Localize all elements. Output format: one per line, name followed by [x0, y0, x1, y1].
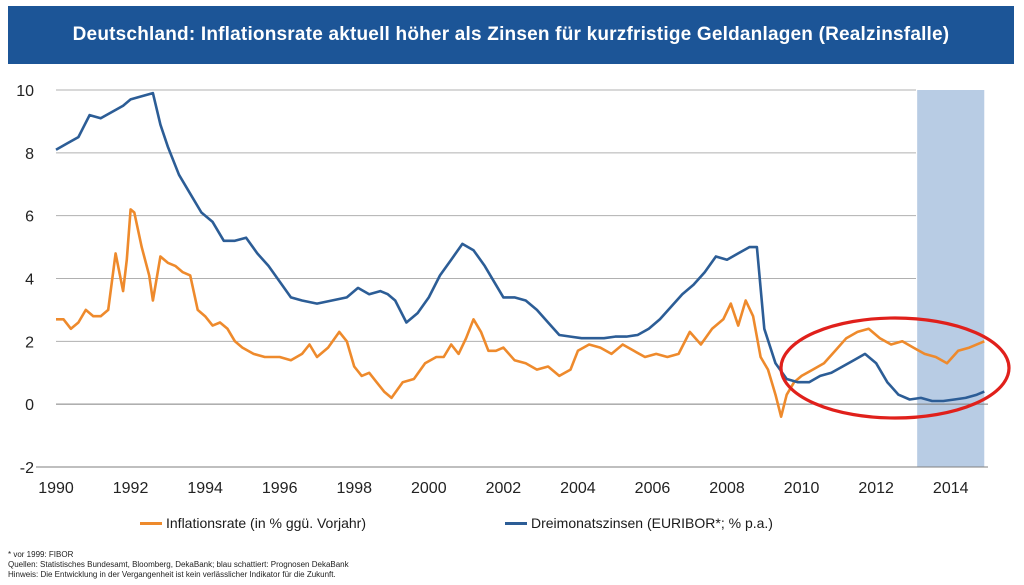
legend-swatch-inflation	[140, 521, 162, 525]
legend-item-rates: Dreimonatszinsen (EURIBOR*; % p.a.)	[505, 515, 773, 531]
x-tick-label: 2012	[858, 480, 894, 497]
footnotes: * vor 1999: FIBOR Quellen: Statistisches…	[8, 550, 349, 580]
footnote-1: * vor 1999: FIBOR	[8, 550, 74, 559]
x-tick-label: 2008	[709, 480, 745, 497]
legend-swatch-rates	[505, 521, 527, 525]
x-tick-label: 2010	[784, 480, 820, 497]
series-line-inflation	[56, 208, 985, 419]
title-bar: Deutschland: Inflationsrate aktuell höhe…	[8, 6, 1014, 64]
y-tick-label: 0	[25, 397, 34, 414]
y-tick-label: -2	[20, 460, 34, 477]
chart-title: Deutschland: Inflationsrate aktuell höhe…	[72, 24, 950, 45]
x-tick-label: 1994	[187, 480, 223, 497]
y-tick-label: 8	[25, 146, 34, 163]
legend-label-rates: Dreimonatszinsen (EURIBOR*; % p.a.)	[531, 515, 773, 531]
footnote-sources: Quellen: Statistisches Bundesamt, Bloomb…	[8, 560, 349, 569]
footnote-disclaimer: Hinweis: Die Entwicklung in der Vergange…	[8, 570, 336, 579]
y-tick-label: 4	[25, 272, 34, 289]
x-tick-label: 2002	[486, 480, 522, 497]
x-tick-label: 2004	[560, 480, 596, 497]
x-tick-label: 2014	[933, 480, 969, 497]
x-tick-label: 2000	[411, 480, 447, 497]
x-tick-label: 1996	[262, 480, 298, 497]
highlight-ellipse	[779, 316, 1011, 420]
y-tick-label: 6	[25, 209, 34, 226]
y-tick-label: 2	[25, 334, 34, 351]
x-tick-label: 1990	[38, 480, 74, 497]
x-tick-label: 1998	[336, 480, 372, 497]
x-tick-label: 2006	[635, 480, 671, 497]
legend-label-inflation: Inflationsrate (in % ggü. Vorjahr)	[166, 515, 366, 531]
y-tick-label: 10	[16, 83, 34, 100]
series-line-rates	[55, 91, 985, 403]
x-tick-label: 1992	[113, 480, 149, 497]
legend-item-inflation: Inflationsrate (in % ggü. Vorjahr)	[140, 515, 366, 531]
